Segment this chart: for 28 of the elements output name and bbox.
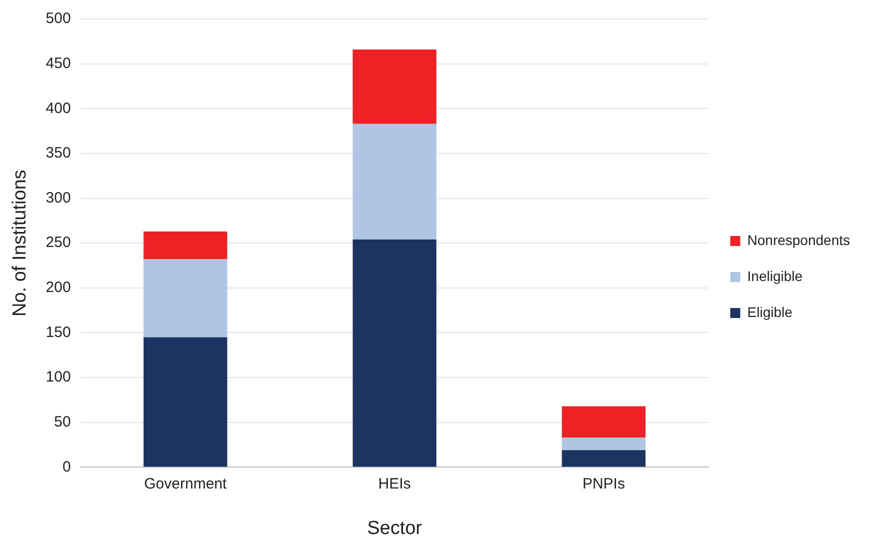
y-tick-label: 350 <box>46 144 71 162</box>
y-tick-label: 300 <box>46 189 71 206</box>
bar <box>144 259 228 338</box>
y-tick-label: 100 <box>46 368 71 386</box>
y-tick-label: 500 <box>46 10 71 28</box>
y-tick-label: 250 <box>46 234 71 252</box>
legend-label: Nonrespondents <box>747 232 850 248</box>
legend-label: Ineligible <box>747 268 803 284</box>
y-tick-label: 150 <box>46 324 71 341</box>
y-axis-title: No. of Institutions <box>10 170 31 316</box>
x-tick-label: PNPIs <box>582 475 625 492</box>
y-tick-label: 200 <box>46 279 71 296</box>
y-tick-label: 50 <box>54 414 71 431</box>
bar <box>144 231 228 260</box>
y-tick-label: 400 <box>46 100 71 117</box>
bar <box>352 240 436 467</box>
bar <box>352 124 436 240</box>
x-axis-title: Sector <box>367 518 423 539</box>
y-tick-label: 0 <box>62 458 71 476</box>
bar <box>562 438 646 450</box>
legend-label: Eligible <box>747 304 793 320</box>
y-tick-label: 450 <box>46 54 71 72</box>
x-tick-label: HEIs <box>378 475 411 492</box>
bar <box>562 406 646 438</box>
x-tick-label: Government <box>144 475 228 492</box>
bar <box>562 450 646 467</box>
bar <box>144 337 228 467</box>
bar <box>352 49 436 124</box>
